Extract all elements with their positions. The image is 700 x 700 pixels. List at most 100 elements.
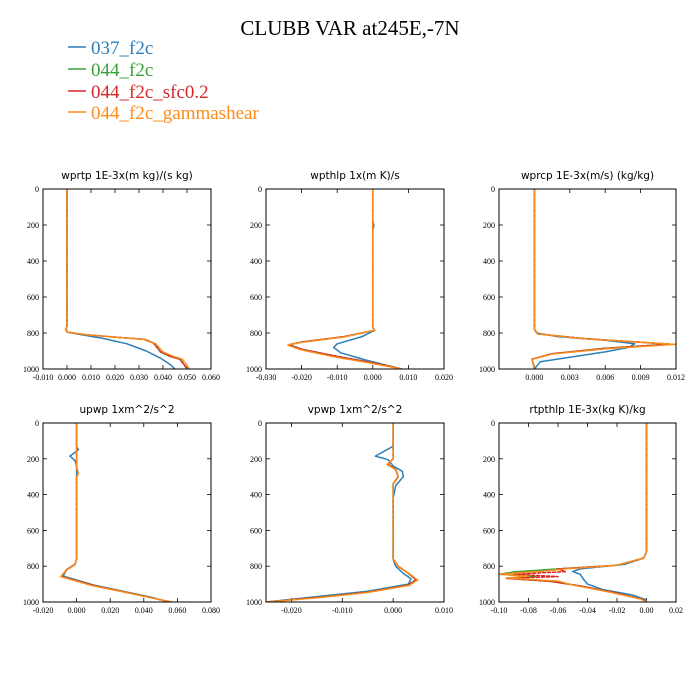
y-tick-label: 400 [27, 491, 39, 500]
legend-label: 037_f2c [91, 38, 153, 59]
figure-title: CLUBB VAR at245E,-7N [240, 16, 459, 40]
x-tick-label: -0.10 [491, 606, 508, 615]
x-tick-label: -0.08 [520, 606, 537, 615]
legend: 037_f2c 044_f2c 044_f2c_sfc0.2 044_f2c_g… [68, 38, 259, 124]
y-tick-label: 600 [27, 293, 39, 302]
x-tick-label: 0.060 [168, 606, 186, 615]
x-tick-label: -0.010 [332, 606, 353, 615]
y-tick-label: 1000 [246, 365, 262, 374]
y-tick-label: 1000 [23, 598, 39, 607]
series-line [59, 423, 174, 602]
y-tick-label: 1000 [479, 598, 495, 607]
panel-title: wprtp 1E-3x(m kg)/(s kg) [61, 170, 192, 182]
y-tick-label: 800 [483, 562, 495, 571]
y-tick-label: 600 [483, 293, 495, 302]
x-tick-label: -0.04 [579, 606, 596, 615]
legend-entry: 044_f2c_sfc0.2 [68, 82, 209, 103]
y-tick-label: 400 [250, 491, 262, 500]
x-tick-label: 0.040 [154, 373, 172, 382]
series-line [499, 423, 648, 602]
x-tick-label: 0.000 [58, 373, 76, 382]
x-tick-label: 0.020 [106, 373, 124, 382]
legend-entry: 037_f2c [68, 38, 153, 59]
y-tick-label: 400 [483, 491, 495, 500]
series-group [499, 423, 648, 602]
y-tick-label: 800 [27, 562, 39, 571]
y-tick-label: 0 [491, 419, 495, 428]
panel-grid: wprtp 1E-3x(m kg)/(s kg)-0.010 0.000 0.010… [23, 170, 685, 615]
x-tick-label: 0.02 [669, 606, 683, 615]
y-tick-label: 600 [483, 526, 495, 535]
x-tick-label: 0.003 [561, 373, 579, 382]
plot-frame [42, 422, 212, 603]
y-tick-label: 400 [483, 257, 495, 266]
plot-frame [498, 422, 677, 603]
plot-frame [265, 422, 445, 603]
plot-frame [265, 188, 445, 370]
chart-panel: wprcp 1E-3x(m/s) (kg/kg) 0.000 0.003 0.006 0… [479, 170, 685, 382]
y-tick-label: 200 [483, 455, 495, 464]
series-group [531, 189, 676, 369]
plot-frame [42, 188, 212, 370]
panel-title: wprcp 1E-3x(m/s) (kg/kg) [521, 170, 654, 182]
chart-panel: rtpthlp 1E-3x(kg K)/kg -0.10 -0.08 -0.06 -0.… [479, 404, 683, 615]
y-tick-label: 400 [250, 257, 262, 266]
y-tick-label: 600 [27, 526, 39, 535]
series-line [286, 189, 403, 369]
chart-panel: vpwp 1xm^2/s^2 -0.020 -0.010 0.000 0.010 0 200… [246, 404, 453, 615]
series-group [65, 189, 191, 369]
plot-frame [498, 188, 677, 370]
y-tick-label: 200 [27, 221, 39, 230]
x-tick-label: 0.080 [202, 606, 220, 615]
series-line [65, 189, 191, 369]
y-tick-label: 800 [483, 329, 495, 338]
y-tick-label: 200 [27, 455, 39, 464]
y-tick-label: 0 [35, 419, 39, 428]
series-group [286, 189, 403, 369]
x-tick-label: 0.000 [364, 373, 382, 382]
series-group [266, 423, 419, 602]
y-tick-label: 200 [250, 221, 262, 230]
x-tick-label: 0.010 [435, 606, 453, 615]
series-group [59, 423, 174, 602]
x-tick-label: 0.030 [130, 373, 148, 382]
x-tick-label: 0.006 [596, 373, 614, 382]
y-tick-label: 600 [250, 293, 262, 302]
y-tick-label: 0 [35, 185, 39, 194]
x-tick-label: 0.000 [384, 606, 402, 615]
legend-label: 044_f2c_gammashear [91, 103, 259, 124]
x-tick-label: 0.040 [135, 606, 153, 615]
x-tick-label: -0.020 [281, 606, 302, 615]
x-tick-label: 0.020 [435, 373, 453, 382]
x-tick-label: -0.06 [550, 606, 567, 615]
panel-title: rtpthlp 1E-3x(kg K)/kg [529, 404, 645, 416]
series-line [531, 189, 676, 369]
y-tick-label: 800 [27, 329, 39, 338]
y-tick-label: 0 [258, 185, 262, 194]
y-tick-label: 200 [250, 455, 262, 464]
x-tick-label: -0.020 [291, 373, 312, 382]
y-tick-label: 800 [250, 562, 262, 571]
legend-entry: 044_f2c [68, 60, 153, 81]
x-tick-label: 0.012 [667, 373, 685, 382]
series-line [266, 423, 419, 602]
x-tick-label: 0.00 [640, 606, 654, 615]
x-tick-label: -0.030 [256, 373, 277, 382]
chart-panel: wpthlp 1x(m K)/s -0.030 -0.020 -0.010 0.000 0… [246, 170, 453, 382]
chart-panel: wprtp 1E-3x(m kg)/(s kg) -0.010 0.000 0.010… [23, 170, 220, 382]
y-tick-label: 1000 [479, 365, 495, 374]
y-tick-label: 200 [483, 221, 495, 230]
y-tick-label: 1000 [23, 365, 39, 374]
x-tick-label: 0.000 [68, 606, 86, 615]
chart-panel: upwp 1xm^2/s^2 -0.020 0.000 0.020 0.040 0.060… [23, 404, 220, 615]
x-tick-label: 0.010 [82, 373, 100, 382]
panel-title: wpthlp 1x(m K)/s [310, 170, 400, 182]
y-tick-label: 1000 [246, 598, 262, 607]
y-tick-label: 0 [491, 185, 495, 194]
legend-entry: 044_f2c_gammashear [68, 103, 259, 124]
x-tick-label: 0.000 [525, 373, 543, 382]
x-tick-label: 0.010 [399, 373, 417, 382]
series-line [332, 189, 403, 369]
x-tick-label: -0.010 [33, 373, 54, 382]
y-tick-label: 400 [27, 257, 39, 266]
